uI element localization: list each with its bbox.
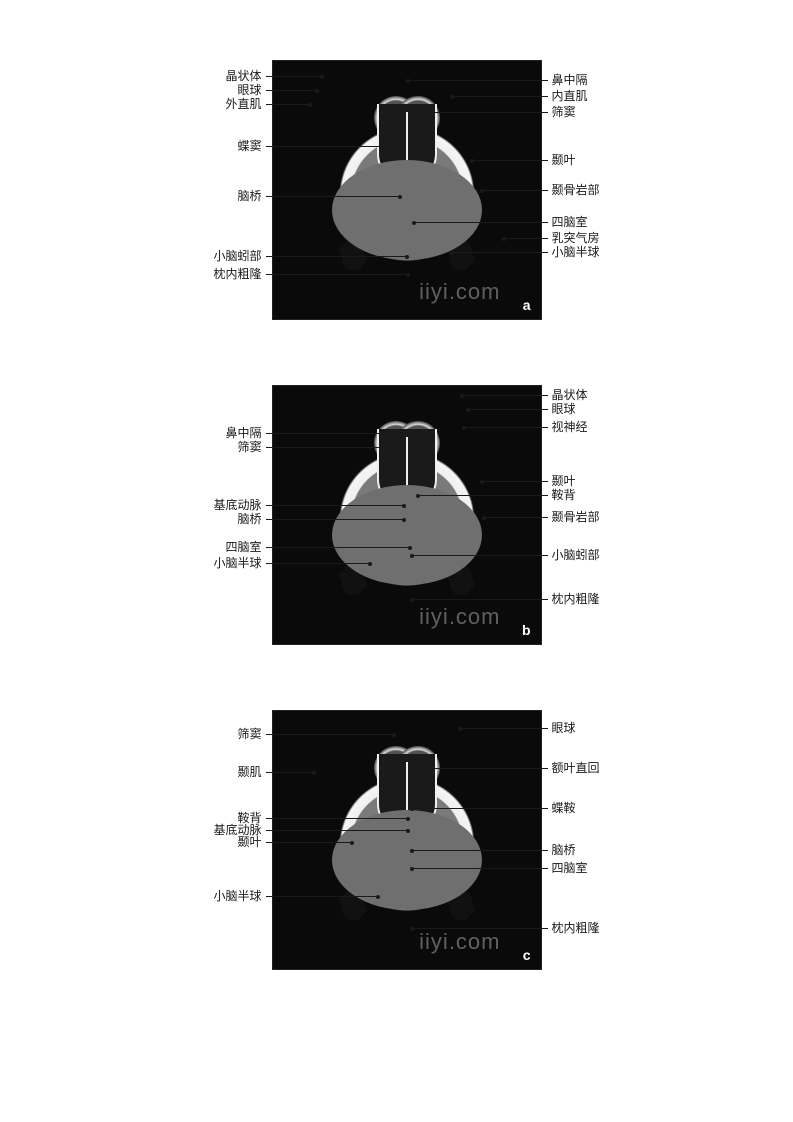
anatomy-label: 小脑半球 xyxy=(552,246,600,258)
leader-line xyxy=(266,196,400,197)
panel-label: a xyxy=(523,297,531,313)
leader-line xyxy=(266,505,404,506)
leader-line xyxy=(412,808,548,809)
anatomy-label: 颞骨岩部 xyxy=(552,511,600,523)
anatomy-label: 四脑室 xyxy=(225,541,261,553)
anatomy-label: 筛窦 xyxy=(237,441,261,453)
anatomy-label: 颞叶 xyxy=(552,154,576,166)
ct-scan-image: biiyi.com xyxy=(272,385,542,645)
leader-line xyxy=(266,772,314,773)
leader-line xyxy=(464,427,548,428)
leader-line xyxy=(266,547,410,548)
leader-line xyxy=(412,868,548,869)
leader-line xyxy=(266,256,407,257)
anatomy-label: 小脑蚓部 xyxy=(213,250,261,262)
leader-line xyxy=(482,481,548,482)
leader-line xyxy=(414,222,548,223)
anatomy-label: 小脑蚓部 xyxy=(552,549,600,561)
leader-line xyxy=(266,76,322,77)
anatomy-label: 额叶直回 xyxy=(552,762,600,774)
leader-line xyxy=(418,495,548,496)
leader-line xyxy=(266,896,378,897)
anatomy-label: 颞叶 xyxy=(237,836,261,848)
leader-line xyxy=(472,160,548,161)
leader-line xyxy=(460,728,548,729)
leader-line xyxy=(452,252,548,253)
leader-line xyxy=(412,928,548,929)
anatomy-label: 视神经 xyxy=(552,421,588,433)
anatomy-label: 颞肌 xyxy=(237,766,261,778)
anatomy-label: 眼球 xyxy=(237,84,261,96)
figure-panel-c: ciiyi.com筛窦颞肌鞍背基底动脉颞叶小脑半球眼球额叶直回蝶鞍脑桥四脑室枕内… xyxy=(112,710,682,990)
leader-line xyxy=(266,90,317,91)
anatomy-label: 颞骨岩部 xyxy=(552,184,600,196)
anatomy-label: 乳突气房 xyxy=(552,232,600,244)
ct-scan-image: ciiyi.com xyxy=(272,710,542,970)
anatomy-label: 眼球 xyxy=(552,722,576,734)
anatomy-label: 颞叶 xyxy=(552,475,576,487)
anatomy-label: 脑桥 xyxy=(237,513,261,525)
anatomy-label: 鼻中隔 xyxy=(552,74,588,86)
leader-line xyxy=(462,395,548,396)
figures-container: aiiyi.com晶状体眼球外直肌蝶窦脑桥小脑蚓部枕内粗隆鼻中隔内直肌筛窦颞叶颞… xyxy=(110,60,683,990)
leader-line xyxy=(266,104,310,105)
anatomy-label: 筛窦 xyxy=(552,106,576,118)
leader-line xyxy=(412,555,548,556)
leader-line xyxy=(504,238,548,239)
anatomy-label: 枕内粗隆 xyxy=(552,593,600,605)
leader-line xyxy=(266,563,370,564)
leader-line xyxy=(266,274,408,275)
anatomy-label: 枕内粗隆 xyxy=(552,922,600,934)
leader-line xyxy=(484,517,548,518)
leader-line xyxy=(266,433,404,434)
anatomy-label: 枕内粗隆 xyxy=(213,268,261,280)
page-container: aiiyi.com晶状体眼球外直肌蝶窦脑桥小脑蚓部枕内粗隆鼻中隔内直肌筛窦颞叶颞… xyxy=(0,0,793,1122)
leader-line xyxy=(266,447,392,448)
anatomy-label: 外直肌 xyxy=(225,98,261,110)
leader-line xyxy=(266,818,408,819)
leader-line xyxy=(266,830,408,831)
panel-label: c xyxy=(523,947,531,963)
anatomy-label: 四脑室 xyxy=(552,216,588,228)
leader-line xyxy=(420,768,548,769)
anatomy-label: 脑桥 xyxy=(237,190,261,202)
figure-panel-a: aiiyi.com晶状体眼球外直肌蝶窦脑桥小脑蚓部枕内粗隆鼻中隔内直肌筛窦颞叶颞… xyxy=(112,60,682,340)
anatomy-label: 小脑半球 xyxy=(213,557,261,569)
leader-line xyxy=(482,190,548,191)
anatomy-label: 晶状体 xyxy=(552,389,588,401)
leader-line xyxy=(408,80,548,81)
leader-line xyxy=(468,409,548,410)
anatomy-label: 晶状体 xyxy=(225,70,261,82)
anatomy-label: 蝶鞍 xyxy=(552,802,576,814)
leader-line xyxy=(422,112,548,113)
anatomy-label: 眼球 xyxy=(552,403,576,415)
anatomy-label: 四脑室 xyxy=(552,862,588,874)
anatomy-label: 基底动脉 xyxy=(213,499,261,511)
anatomy-label: 内直肌 xyxy=(552,90,588,102)
figure-panel-b: biiyi.com 鼻中隔筛窦基底动脉脑桥四脑室小脑半球 晶状体眼球视神经颞叶鞍背颞… xyxy=(112,385,682,665)
anatomy-label: 小脑半球 xyxy=(213,890,261,902)
leader-line xyxy=(452,96,548,97)
anatomy-label: 蝶窦 xyxy=(237,140,261,152)
panel-label: b xyxy=(522,622,531,638)
anatomy-label: 鼻中隔 xyxy=(225,427,261,439)
leader-line xyxy=(266,519,404,520)
anatomy-label: 筛窦 xyxy=(237,728,261,740)
leader-line xyxy=(266,842,352,843)
anatomy-label: 鞍背 xyxy=(552,489,576,501)
leader-line xyxy=(266,734,394,735)
leader-line xyxy=(412,850,548,851)
leader-line xyxy=(266,146,382,147)
anatomy-label: 脑桥 xyxy=(552,844,576,856)
leader-line xyxy=(412,599,548,600)
